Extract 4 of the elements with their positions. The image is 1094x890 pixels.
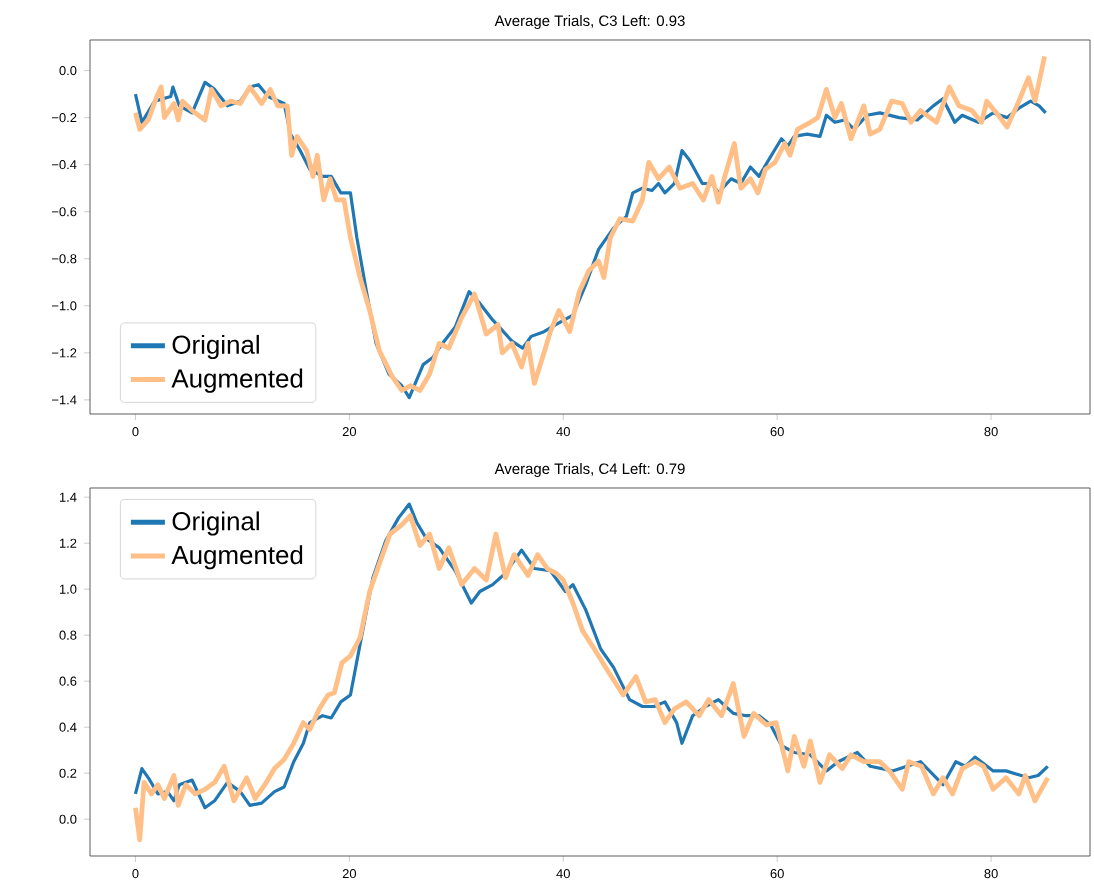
legend-label: Augmented — [171, 368, 303, 393]
legend-label: Augmented — [171, 545, 303, 570]
legend-label: Original — [172, 511, 259, 536]
legend-label: Original — [172, 334, 259, 360]
